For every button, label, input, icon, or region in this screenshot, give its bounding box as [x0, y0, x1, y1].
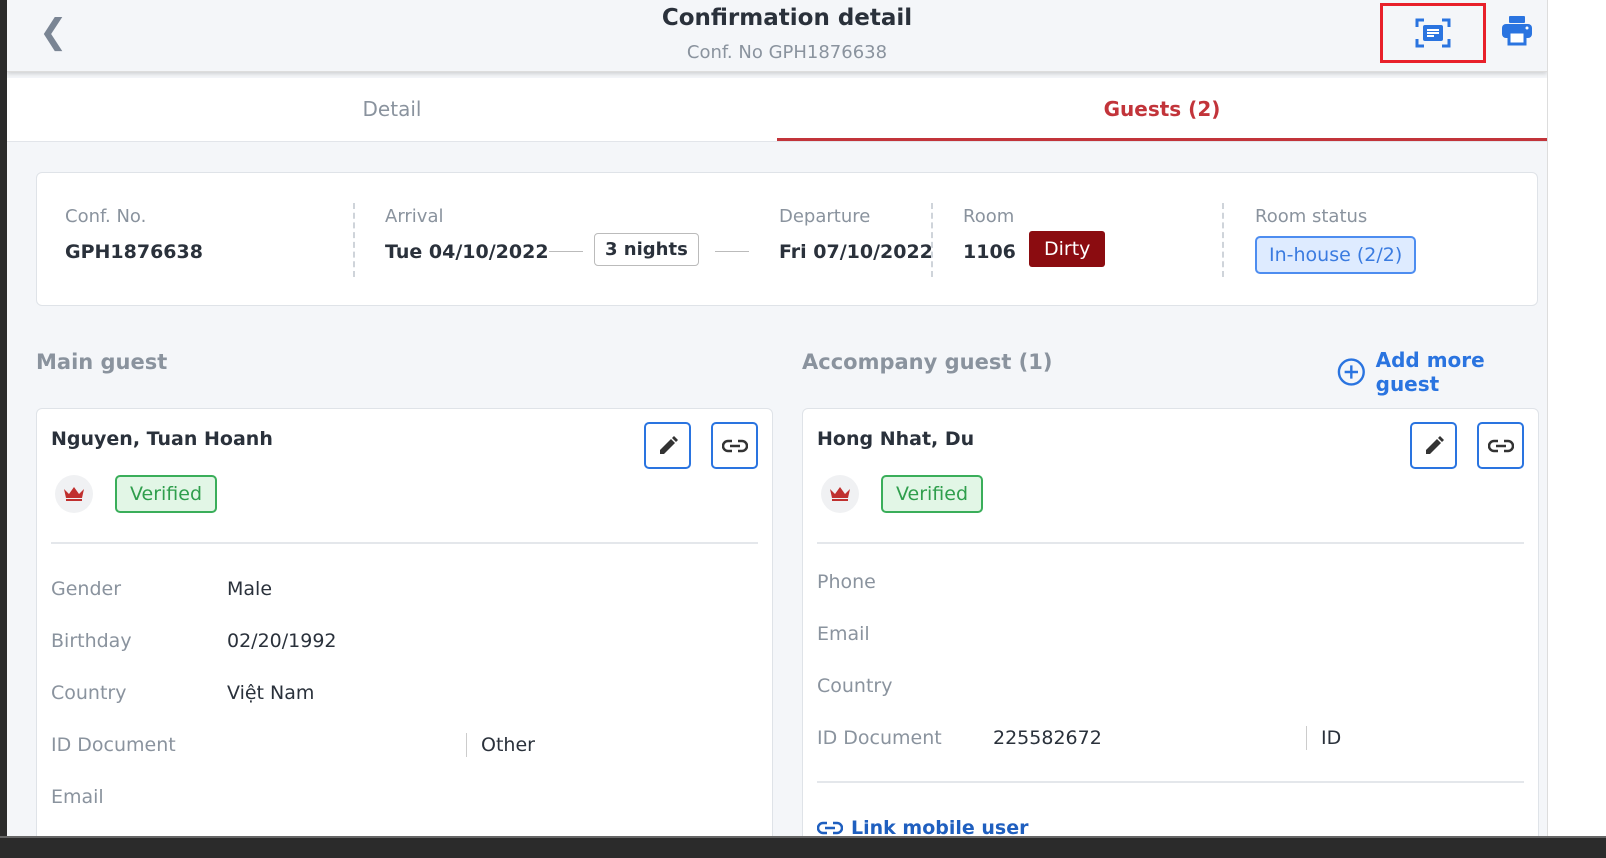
reservation-summary: Conf. No. GPH1876638 Arrival Tue 04/10/2… — [36, 172, 1538, 306]
divider — [51, 542, 758, 544]
room-dirty-badge: Dirty — [1029, 231, 1106, 267]
link-icon — [721, 439, 748, 452]
phone-label: Phone — [817, 571, 876, 593]
id-document-type: ID — [1321, 727, 1342, 749]
link-icon — [1487, 439, 1514, 452]
vip-crown-icon — [55, 475, 93, 513]
link-guest-button[interactable] — [711, 422, 758, 469]
header: ❮ Confirmation detail Conf. No GPH187663… — [7, 0, 1547, 72]
email-label: Email — [817, 623, 870, 645]
guest-name: Nguyen, Tuan Hoanh — [51, 428, 273, 450]
add-more-guest-button[interactable]: Add more guest — [1337, 348, 1547, 396]
verified-badge: Verified — [881, 475, 984, 513]
arrival-value: Tue 04/10/2022 — [385, 241, 549, 263]
guest-name: Hong Nhat, Du — [817, 428, 975, 450]
conf-value: GPH1876638 — [65, 241, 203, 263]
departure-label: Departure — [779, 206, 871, 227]
divider — [1222, 203, 1224, 277]
divider — [931, 203, 933, 277]
divider — [353, 203, 355, 277]
divider — [549, 251, 583, 252]
print-button[interactable] — [1501, 14, 1533, 50]
back-button[interactable]: ❮ — [39, 12, 68, 52]
plus-circle-icon — [1337, 358, 1365, 386]
nights-badge: 3 nights — [594, 233, 699, 266]
room-status-badge: In-house (2/2) — [1255, 236, 1417, 274]
arrival-label: Arrival — [385, 206, 444, 227]
main-guest-heading: Main guest — [36, 350, 168, 374]
id-document-value: 225582672 — [993, 727, 1102, 749]
verified-badge: Verified — [115, 475, 218, 513]
divider — [817, 542, 1524, 544]
page-subtitle: Conf. No GPH1876638 — [686, 42, 888, 63]
conf-label: Conf. No. — [65, 206, 147, 227]
taskbar — [0, 836, 1606, 858]
app-window: ❮ Confirmation detail Conf. No GPH187663… — [7, 0, 1547, 836]
email-label: Email — [51, 786, 104, 808]
room-label: Room — [963, 206, 1015, 227]
print-icon — [1502, 16, 1532, 46]
birthday-value: 02/20/1992 — [227, 630, 337, 652]
country-label: Country — [51, 682, 127, 704]
gender-label: Gender — [51, 578, 122, 600]
id-document-type: Other — [481, 734, 535, 756]
pencil-icon — [659, 435, 678, 454]
tab-detail[interactable]: Detail — [362, 97, 422, 121]
divider — [1306, 726, 1307, 750]
tab-guests[interactable]: Guests (2) — [777, 78, 1547, 141]
birthday-label: Birthday — [51, 630, 132, 652]
pencil-icon — [1425, 435, 1444, 454]
room-value: 1106 — [963, 241, 1016, 263]
id-document-label: ID Document — [51, 734, 176, 756]
country-label: Country — [817, 675, 893, 697]
accompany-guest-card: Hong Nhat, Du Verified Phone Email Count… — [802, 408, 1539, 836]
gender-value: Male — [227, 578, 273, 600]
divider — [715, 251, 749, 252]
id-document-label: ID Document — [817, 727, 942, 749]
scan-document-button[interactable] — [1380, 3, 1486, 63]
room-status-label: Room status — [1255, 206, 1368, 227]
add-more-guest-label: Add more guest — [1375, 348, 1485, 396]
link-guest-button[interactable] — [1477, 422, 1524, 469]
link-mobile-user-label: Link mobile user — [851, 817, 1029, 836]
divider — [817, 781, 1524, 783]
main-guest-card: Nguyen, Tuan Hoanh Verified Gender Male … — [36, 408, 773, 836]
background-window — [1547, 0, 1606, 836]
link-icon — [817, 821, 843, 835]
link-mobile-user-button[interactable]: Link mobile user — [817, 817, 1028, 836]
tab-bar: Detail Guests (2) — [7, 78, 1547, 142]
edit-guest-button[interactable] — [1410, 422, 1457, 469]
vip-crown-icon — [821, 475, 859, 513]
page-title: Confirmation detail — [661, 5, 913, 31]
scan-icon — [1415, 18, 1451, 48]
country-value: Việt Nam — [227, 682, 315, 704]
divider — [466, 733, 467, 757]
edit-guest-button[interactable] — [644, 422, 691, 469]
accompany-guest-heading: Accompany guest (1) — [802, 350, 1053, 374]
departure-value: Fri 07/10/2022 — [779, 241, 933, 263]
